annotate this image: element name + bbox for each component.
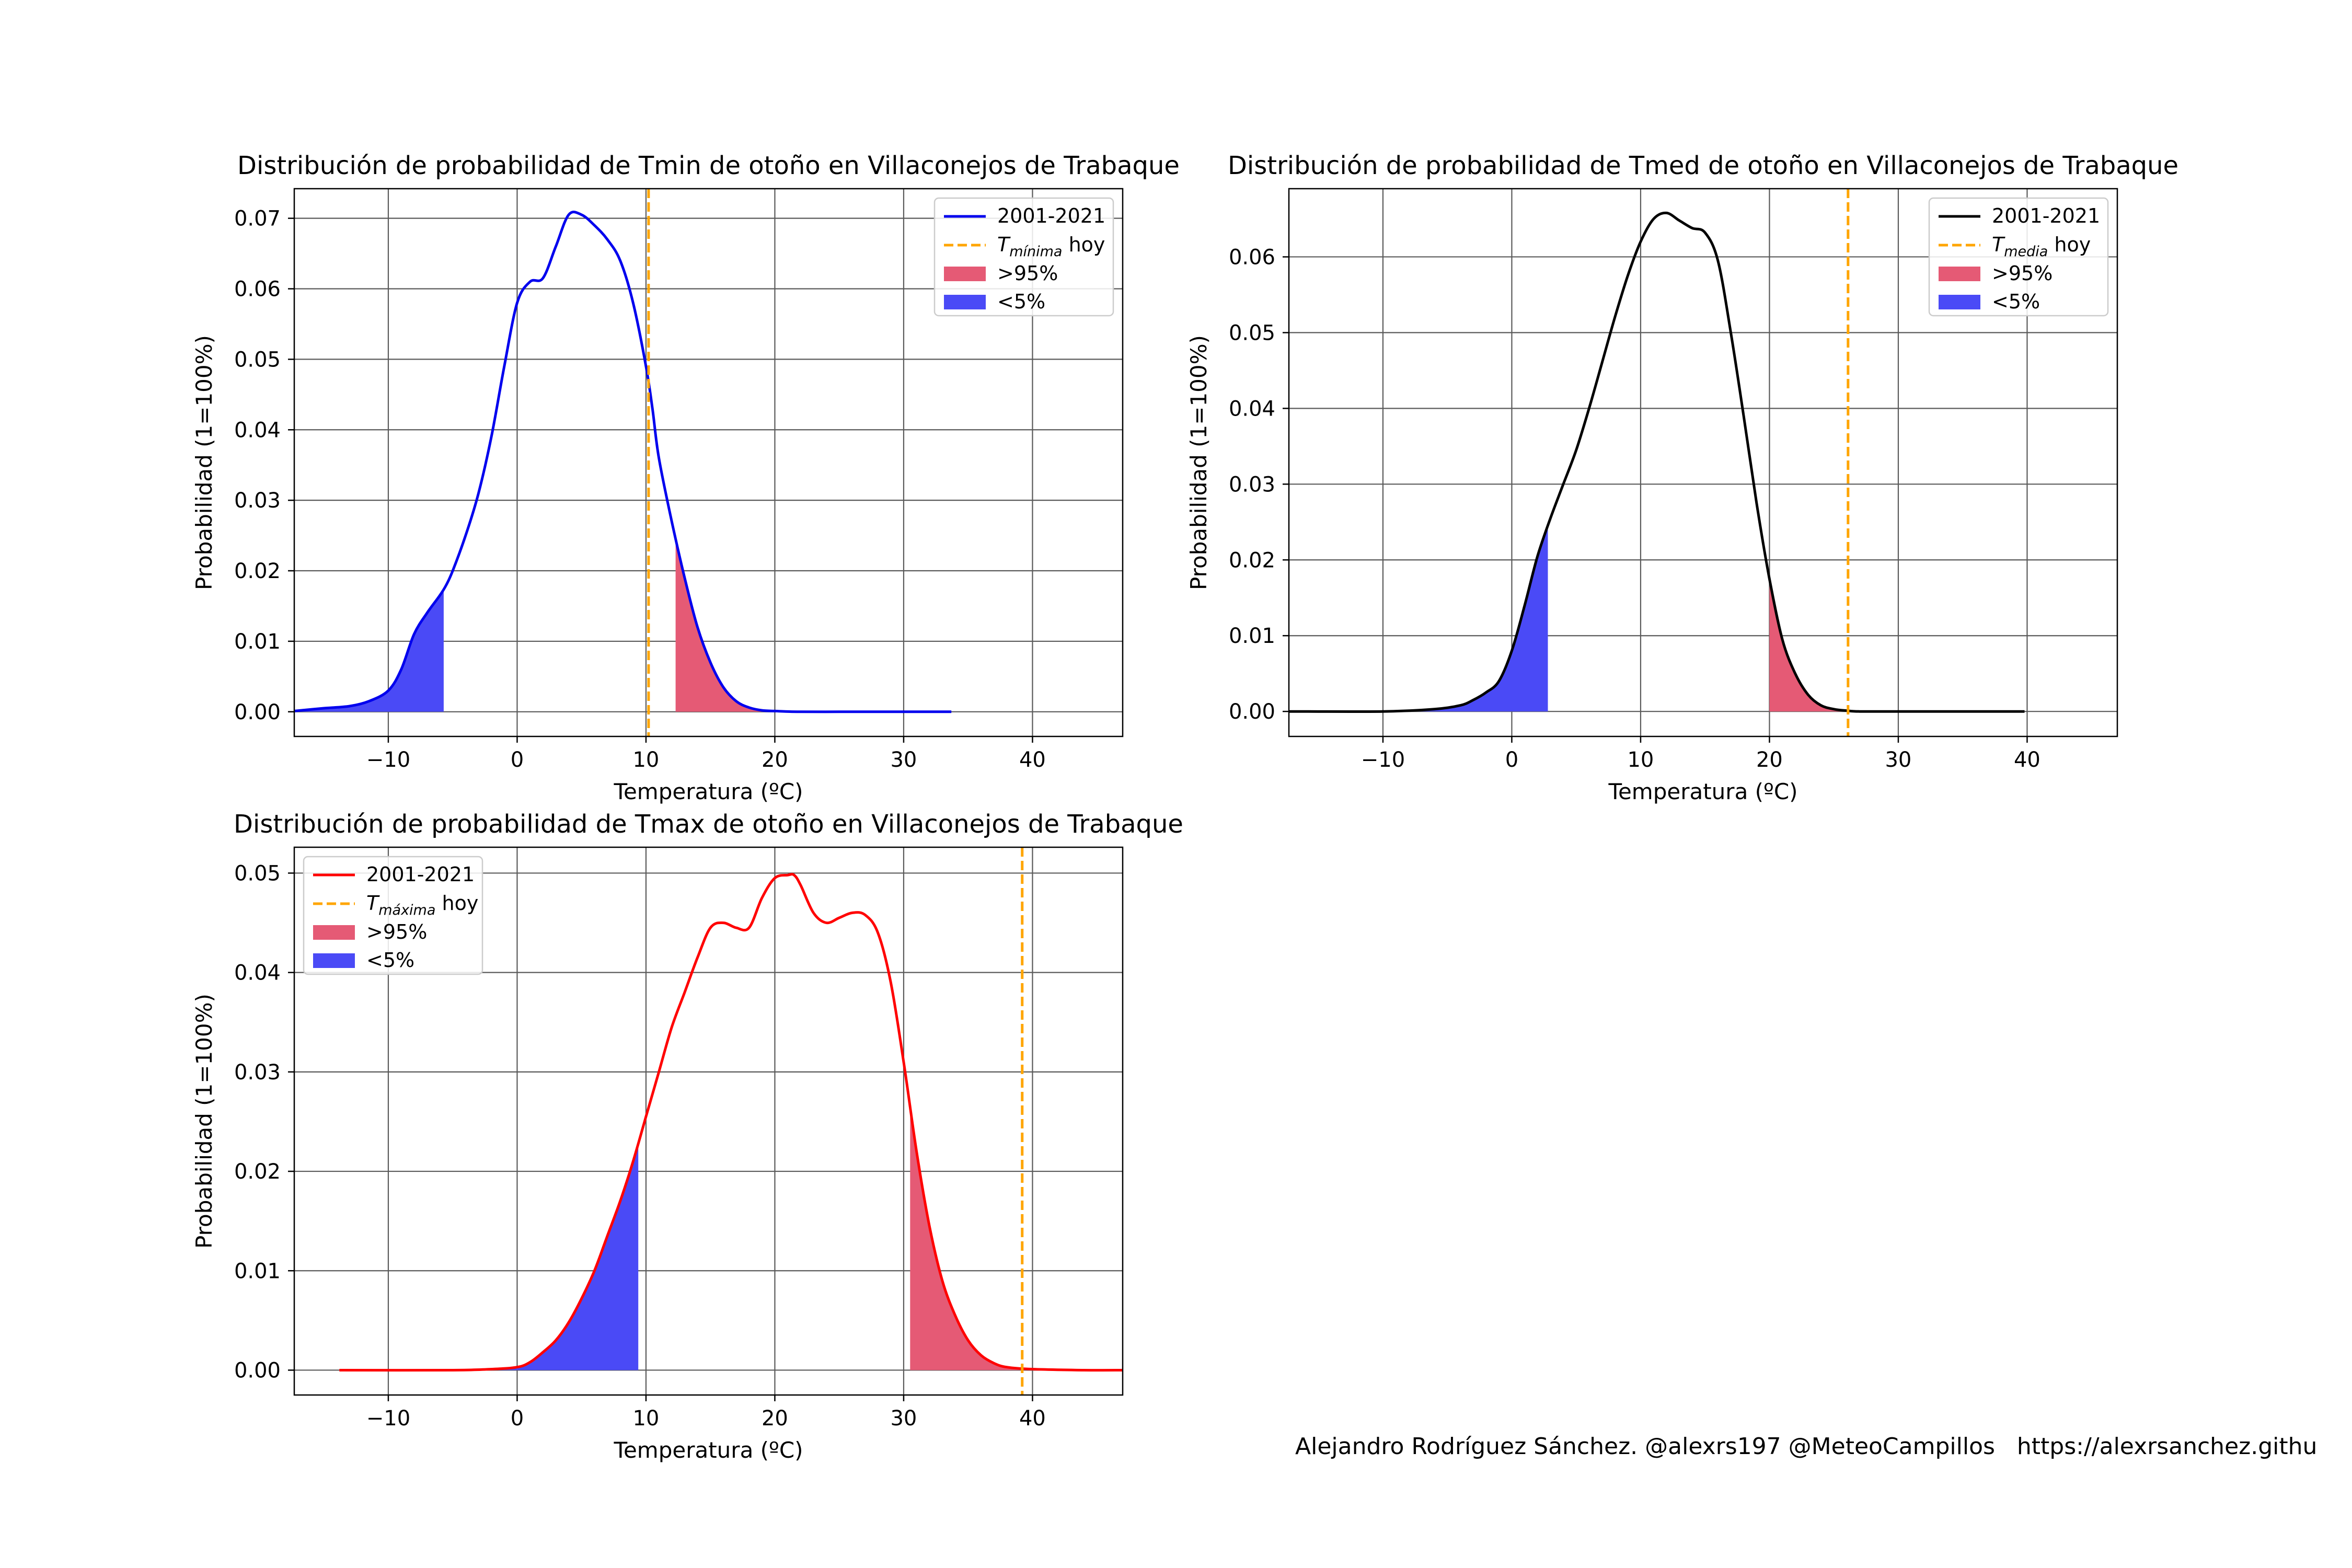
tmed-legend-today-var: T [1992, 233, 2005, 256]
tmin-ytick-label: 0.04 [234, 418, 281, 442]
tmax-ytick-label: 0.00 [234, 1358, 281, 1382]
tmin-ytick-label: 0.06 [234, 278, 281, 302]
tmax-xtick-label: 0 [511, 1406, 524, 1431]
tmin-ylabel: Probabilidad (1=100%) [191, 335, 217, 590]
tmed-legend-box [1928, 197, 2109, 317]
tmax-density-line [339, 873, 1123, 1372]
tmin-legend-handle-hot [944, 267, 986, 281]
tmax-xlabel: Temperatura (ºC) [613, 1437, 803, 1463]
tmed-xtick-label: 0 [1505, 748, 1518, 772]
tmin-density-line [294, 211, 952, 713]
tmin-legend-box [933, 197, 1114, 317]
tmax-legend-handle-hot [313, 925, 355, 940]
tmax-legend-cold-label: <5% [366, 949, 414, 972]
tmed-ytick-label: 0.00 [1229, 700, 1275, 724]
tmin-legend-today-label: Tmínima hoy [997, 233, 1105, 260]
tmax-xtick-label: 30 [890, 1406, 917, 1431]
tmed-ylabel: Probabilidad (1=100%) [1186, 335, 1212, 590]
tmed-legend-series-label: 2001-2021 [1992, 204, 2100, 227]
tmax-ytick-label: 0.03 [234, 1060, 281, 1085]
tmax-legend-handle-cold [313, 953, 355, 968]
tmin-ytick-label: 0.07 [234, 207, 281, 231]
tmin-legend: 2001-2021 Tmínima hoy>95% <5% [933, 197, 1114, 317]
tmin-chart: Distribución de probabilidad de Tmin de … [191, 151, 1180, 804]
tmed-ytick-label: 0.05 [1229, 321, 1275, 345]
tmax-ytick-label: 0.01 [234, 1259, 281, 1283]
tmax-legend-series-label: 2001-2021 [366, 863, 475, 886]
tmin-ytick-label: 0.02 [234, 559, 281, 583]
tmax-xtick-label: 40 [1019, 1406, 1046, 1431]
tmed-legend-today-suffix: hoy [2048, 233, 2091, 256]
tmin-legend-cold-label: <5% [997, 290, 1045, 313]
tmed-xtick-label: −10 [1361, 748, 1405, 772]
tmin-ytick-label: 0.00 [234, 700, 281, 724]
tmax-xtick-label: 20 [762, 1406, 788, 1431]
tmed-xtick-label: 30 [1885, 748, 1911, 772]
tmax-legend-hot-label: >95% [366, 920, 427, 943]
author-credit: Alejandro Rodríguez Sánchez. @alexrs197 … [1295, 1433, 2318, 1460]
tmax-xtick-label: −10 [366, 1406, 410, 1431]
tmed-ytick-label: 0.01 [1229, 624, 1275, 648]
tmed-legend-hot-label: >95% [1992, 262, 2053, 285]
tmed-legend-cold-label: <5% [1992, 290, 2040, 313]
tmax-legend-box [303, 856, 483, 975]
tmin-axes-frame [293, 188, 1124, 737]
tmin-xtick-label: 20 [762, 748, 788, 772]
tmed-ytick-label: 0.02 [1229, 548, 1275, 572]
tmed-title: Distribución de probabilidad de Tmed de … [1228, 151, 2178, 180]
tmed-density-line [1289, 211, 2025, 713]
tmin-legend-handle-cold [944, 295, 986, 309]
tmax-ytick-label: 0.04 [234, 961, 281, 985]
tmed-xtick-label: 40 [2014, 748, 2040, 772]
tmax-axes-frame [293, 846, 1124, 1396]
tmed-ytick-label: 0.04 [1229, 397, 1275, 421]
tmin-xtick-label: 0 [511, 748, 524, 772]
tmed-legend-today-sub: media [2004, 244, 2048, 260]
tmin-legend-series-label: 2001-2021 [997, 204, 1105, 227]
tmin-legend-hot-label: >95% [997, 262, 1058, 285]
tmed-chart: Distribución de probabilidad de Tmed de … [1186, 151, 2178, 804]
tmin-below-5pct-fill [294, 589, 444, 712]
tmax-below-5pct-fill [339, 1143, 639, 1370]
tmin-xlabel: Temperatura (ºC) [613, 779, 803, 804]
tmed-xtick-label: 20 [1756, 748, 1783, 772]
tmax-title: Distribución de probabilidad de Tmax de … [234, 810, 1183, 839]
tmin-ytick-label: 0.05 [234, 348, 281, 372]
tmax-above-95pct-fill [910, 1106, 1123, 1370]
tmed-legend-handle-cold [1939, 295, 1980, 309]
tmin-xtick-label: −10 [366, 748, 410, 772]
tmed-ytick-label: 0.03 [1229, 472, 1275, 497]
tmax-chart: Distribución de probabilidad de Tmax de … [191, 810, 1183, 1463]
tmin-ytick-label: 0.03 [234, 489, 281, 513]
tmed-xlabel: Temperatura (ºC) [1608, 779, 1797, 804]
tmax-legend-today-var: T [366, 892, 380, 915]
tmax-legend-today-sub: máxima [378, 902, 435, 918]
tmin-legend-today-sub: mínima [1009, 244, 1062, 260]
tmin-legend-today-suffix: hoy [1062, 233, 1105, 256]
tmed-legend-today-label: Tmedia hoy [1992, 233, 2091, 260]
tmin-xtick-label: 10 [632, 748, 659, 772]
tmax-ytick-label: 0.02 [234, 1160, 281, 1184]
tmax-ylabel: Probabilidad (1=100%) [191, 994, 217, 1249]
tmax-xtick-label: 10 [632, 1406, 659, 1431]
tmin-xtick-label: 30 [890, 748, 917, 772]
tmin-ytick-label: 0.01 [234, 630, 281, 654]
tmed-below-5pct-fill [1289, 526, 1548, 712]
tmax-legend-today-suffix: hoy [435, 892, 478, 915]
tmed-axes-frame [1288, 188, 2118, 737]
tmax-legend-today-label: Tmáxima hoy [366, 892, 478, 918]
tmin-legend-today-var: T [997, 233, 1011, 256]
tmin-xtick-label: 40 [1019, 748, 1046, 772]
tmin-above-95pct-fill [675, 538, 952, 712]
tmed-legend-handle-hot [1939, 267, 1980, 281]
tmed-above-95pct-fill [1769, 579, 2025, 712]
tmin-title: Distribución de probabilidad de Tmin de … [237, 151, 1180, 180]
tmax-ytick-label: 0.05 [234, 861, 281, 885]
tmed-xtick-label: 10 [1627, 748, 1654, 772]
tmed-ytick-label: 0.06 [1229, 245, 1275, 269]
